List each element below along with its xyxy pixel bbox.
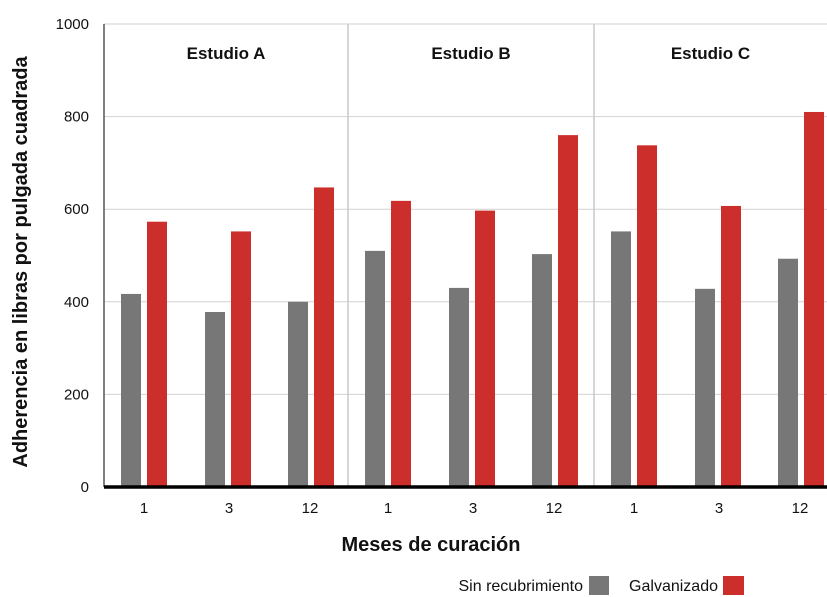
- bar-estudio-b-sin-recubrimiento-1: [365, 250, 385, 487]
- x-tick-label-estudio-c-3: 3: [715, 500, 723, 517]
- legend-label-sin-recubrimiento: Sin recubrimiento: [459, 578, 584, 595]
- x-tick-label-estudio-a-1: 1: [140, 500, 148, 517]
- bar-estudio-b-sin-recubrimiento-3: [449, 287, 469, 487]
- axes: [103, 24, 827, 489]
- x-tick-label-estudio-a-12: 12: [302, 500, 319, 517]
- bar-estudio-a-galvanizado-3: [231, 231, 251, 487]
- panel-title-estudio-b: Estudio B: [431, 44, 510, 63]
- x-tick-labels: 1 3 12 1 3 12 1 3 12: [140, 500, 809, 517]
- x-tick-label-estudio-b-3: 3: [469, 500, 477, 517]
- legend: Sin recubrimiento Galvanizado: [459, 576, 744, 595]
- bar-estudio-b-galvanizado-12: [558, 135, 578, 487]
- x-tick-label-estudio-b-1: 1: [384, 500, 392, 517]
- legend-swatch-galvanizado: [723, 576, 744, 595]
- y-tick-label-200: 200: [64, 386, 89, 403]
- bar-estudio-c-galvanizado-1: [637, 145, 657, 487]
- bar-estudio-a-sin-recubrimiento-12: [288, 301, 308, 487]
- legend-swatch-sin-recubrimiento: [589, 576, 609, 595]
- bar-estudio-c-galvanizado-12: [804, 111, 824, 487]
- bar-estudio-b-sin-recubrimiento-12: [532, 254, 552, 487]
- y-axis-title: Adherencia en libras por pulgada cuadrad…: [10, 56, 32, 468]
- bar-estudio-a-sin-recubrimiento-3: [205, 311, 225, 487]
- panel-title-estudio-c: Estudio C: [671, 44, 750, 63]
- bar-estudio-a-sin-recubrimiento-1: [121, 293, 141, 487]
- bar-estudio-a-galvanizado-12: [314, 187, 334, 487]
- bar-estudio-c-sin-recubrimiento-3: [695, 288, 715, 487]
- y-tick-label-0: 0: [81, 479, 89, 496]
- y-tick-labels: 0 200 400 600 800 1000: [56, 16, 89, 496]
- bar-estudio-c-sin-recubrimiento-1: [611, 231, 631, 487]
- bar-estudio-b-galvanizado-3: [475, 210, 495, 488]
- bar-estudio-b-galvanizado-1: [391, 200, 411, 487]
- panel-titles: Estudio A Estudio B Estudio C: [187, 44, 751, 63]
- y-tick-label-1000: 1000: [56, 16, 89, 33]
- panel-dividers: [347, 24, 595, 487]
- y-tick-label-600: 600: [64, 201, 89, 218]
- x-tick-label-estudio-c-12: 12: [792, 500, 809, 517]
- y-tick-label-400: 400: [64, 294, 89, 311]
- legend-label-galvanizado: Galvanizado: [629, 578, 718, 595]
- bar-estudio-a-galvanizado-1: [147, 221, 167, 488]
- y-tick-label-800: 800: [64, 109, 89, 126]
- x-tick-label-estudio-c-1: 1: [630, 500, 638, 517]
- bar-estudio-c-galvanizado-3: [721, 205, 741, 488]
- bar-estudio-c-sin-recubrimiento-12: [778, 258, 798, 487]
- bars: [121, 111, 824, 488]
- x-axis-title: Meses de curación: [342, 534, 521, 556]
- x-tick-label-estudio-a-3: 3: [225, 500, 233, 517]
- panel-title-estudio-a: Estudio A: [187, 44, 266, 63]
- x-tick-label-estudio-b-12: 12: [546, 500, 563, 517]
